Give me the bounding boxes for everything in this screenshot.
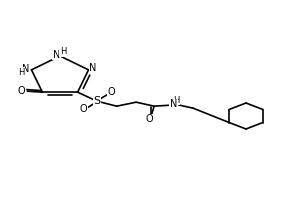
Text: H: H <box>18 68 25 77</box>
Text: O: O <box>80 104 87 114</box>
Text: N: N <box>170 99 177 109</box>
Text: H: H <box>60 47 66 56</box>
Text: N: N <box>89 63 97 73</box>
Text: O: O <box>18 86 25 96</box>
Text: N: N <box>22 64 30 74</box>
Text: H: H <box>173 96 180 105</box>
Text: O: O <box>108 87 115 97</box>
Text: N: N <box>53 50 60 60</box>
Text: S: S <box>94 96 101 106</box>
Text: O: O <box>146 114 153 124</box>
